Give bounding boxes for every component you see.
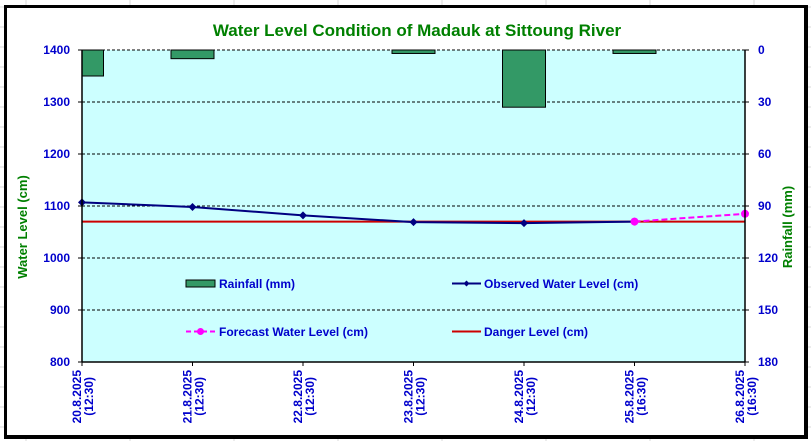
- x-tick-label: 22.8.2025(12:30): [291, 370, 317, 424]
- legend-marker-observed: [463, 280, 470, 287]
- legend-item-danger: Danger Level (cm): [452, 325, 588, 339]
- right-tick-label: 60: [758, 147, 772, 161]
- left-tick-label: 1400: [43, 43, 70, 57]
- forecast-water-level-line: [634, 212, 746, 223]
- left-tick-label: 1100: [44, 199, 70, 213]
- legend-item-observed: Observed Water Level (cm): [452, 277, 638, 291]
- x-tick-label: 24.8.2025(12:30): [512, 370, 538, 424]
- right-tick-label: 120: [758, 251, 778, 265]
- x-tick-label: 26.8.2025(16:30): [733, 370, 759, 424]
- observed-point: [520, 219, 528, 228]
- right-tick-label: 180: [758, 355, 778, 369]
- x-tick-date: 24.8.2025: [512, 370, 526, 424]
- observed-point: [188, 203, 197, 212]
- x-tick-label: 25.8.2025(16:30): [623, 370, 649, 424]
- rainfall-bar: [612, 49, 657, 54]
- observed-point: [409, 218, 418, 227]
- left-tick-label: 900: [50, 303, 70, 317]
- x-tick-time: (12:30): [82, 377, 96, 416]
- x-tick-date: 21.8.2025: [181, 370, 195, 424]
- left-tick-label: 1000: [43, 251, 70, 265]
- left-axis-title: Water Level (cm): [15, 175, 30, 279]
- series-lines: [78, 198, 749, 228]
- rainfall-bar: [81, 49, 104, 77]
- legend-swatch-rainfall: [185, 279, 216, 288]
- right-tick-label: 150: [758, 303, 778, 317]
- rainfall-bar: [502, 49, 546, 108]
- left-tick-label: 1300: [43, 95, 70, 109]
- left-tick-label: 800: [50, 355, 70, 369]
- x-tick-date: 23.8.2025: [402, 370, 416, 424]
- x-tick-time: (12:30): [414, 377, 428, 416]
- legend-label-danger: Danger Level (cm): [484, 325, 588, 339]
- legend: Rainfall (mm) Observed Water Level (cm) …: [185, 277, 638, 339]
- legend-item-rainfall: Rainfall (mm): [185, 277, 295, 291]
- x-tick-date: 25.8.2025: [623, 370, 637, 424]
- rainfall-bars: [81, 49, 657, 108]
- x-tick-time: (12:30): [193, 377, 207, 416]
- legend-item-forecast: Forecast Water Level (cm): [186, 325, 368, 339]
- x-tick-label: 23.8.2025(12:30): [402, 370, 428, 424]
- legend-marker-forecast: [197, 328, 204, 335]
- left-axis-ticks: 800 900 1000 1100 1200 1300 1400: [43, 43, 82, 369]
- right-axis-ticks: 0 30 60 90 120 150 180: [745, 43, 778, 369]
- x-tick-date: 22.8.2025: [291, 370, 305, 424]
- right-tick-label: 30: [758, 95, 772, 109]
- legend-label-observed: Observed Water Level (cm): [484, 277, 638, 291]
- x-tick-time: (12:30): [303, 377, 317, 416]
- right-tick-label: 90: [758, 199, 772, 213]
- x-axis-ticks: 20.8.2025(12:30) 21.8.2025(12:30) 22.8.202…: [70, 362, 759, 423]
- x-tick-label: 21.8.2025(12:30): [181, 370, 207, 424]
- right-tick-label: 0: [758, 43, 765, 57]
- observed-point: [299, 211, 307, 220]
- rainfall-bar: [170, 49, 215, 60]
- observed-water-level-line: [81, 201, 635, 225]
- x-tick-time: (16:30): [635, 377, 649, 416]
- x-tick-time: (16:30): [745, 377, 759, 416]
- right-axis-title: Rainfall (mm): [780, 186, 795, 268]
- forecast-point: [630, 217, 639, 226]
- legend-label-forecast: Forecast Water Level (cm): [219, 325, 368, 339]
- chart-title: Water Level Condition of Madauk at Sitto…: [213, 21, 622, 40]
- x-tick-label: 20.8.2025(12:30): [70, 370, 96, 424]
- x-tick-date: 26.8.2025: [733, 370, 747, 424]
- legend-label-rainfall: Rainfall (mm): [219, 277, 295, 291]
- left-tick-label: 1200: [43, 147, 70, 161]
- rainfall-bar: [391, 49, 436, 54]
- x-tick-date: 20.8.2025: [70, 370, 84, 424]
- x-tick-time: (12:30): [524, 377, 538, 416]
